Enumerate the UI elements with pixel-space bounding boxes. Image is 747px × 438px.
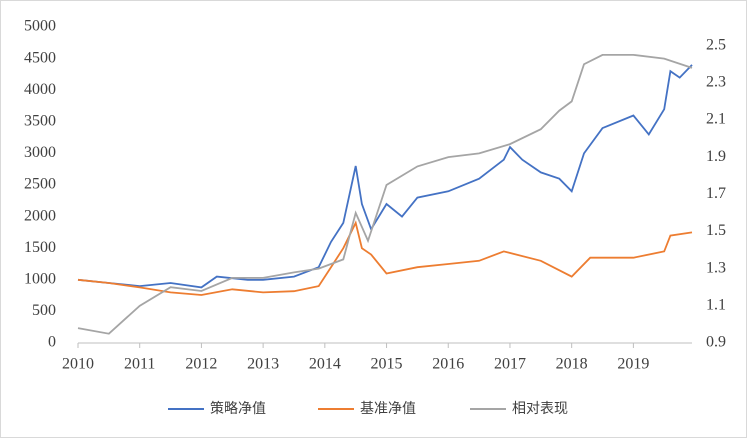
y2-tick-label: 1.7 [706, 185, 726, 202]
x-tick-label: 2014 [309, 356, 341, 373]
x-tick-label: 2018 [556, 356, 588, 373]
y-tick-label: 4000 [24, 81, 56, 98]
y2-tick-label: 1.9 [706, 148, 726, 165]
y-tick-label: 3000 [24, 144, 56, 161]
y2-tick-label: 1.5 [706, 222, 726, 239]
x-tick-label: 2015 [371, 356, 403, 373]
y2-tick-label: 0.9 [706, 334, 726, 351]
y-tick-label: 1500 [24, 239, 56, 256]
x-tick-label: 2013 [247, 356, 279, 373]
legend-label: 基准净值 [360, 400, 416, 417]
y2-tick-label: 2.5 [706, 36, 726, 53]
x-tick-label: 2010 [62, 356, 94, 373]
y-tick-label: 5000 [24, 18, 56, 35]
y-tick-label: 500 [32, 302, 56, 319]
series-line [77, 220, 693, 296]
y2-tick-label: 2.1 [706, 111, 726, 128]
x-tick-label: 2017 [494, 356, 526, 373]
y-tick-label: 4500 [24, 49, 56, 66]
y2-tick-label: 1.3 [706, 259, 726, 276]
series-line [77, 54, 693, 335]
legend-label: 相对表现 [512, 401, 568, 417]
legend-label: 策略净值 [210, 400, 266, 417]
y-tick-label: 1000 [24, 270, 56, 287]
y-tick-label: 2000 [24, 207, 56, 224]
y-tick-label: 0 [48, 334, 56, 351]
x-tick-label: 2012 [185, 356, 217, 373]
y-tick-label: 3500 [24, 112, 56, 129]
y2-tick-label: 1.1 [706, 296, 726, 313]
y2-tick-label: 2.3 [706, 73, 726, 90]
x-tick-label: 2011 [124, 356, 155, 373]
x-tick-label: 2019 [617, 356, 649, 373]
y-tick-label: 2500 [24, 176, 56, 193]
x-tick-label: 2016 [432, 356, 464, 373]
